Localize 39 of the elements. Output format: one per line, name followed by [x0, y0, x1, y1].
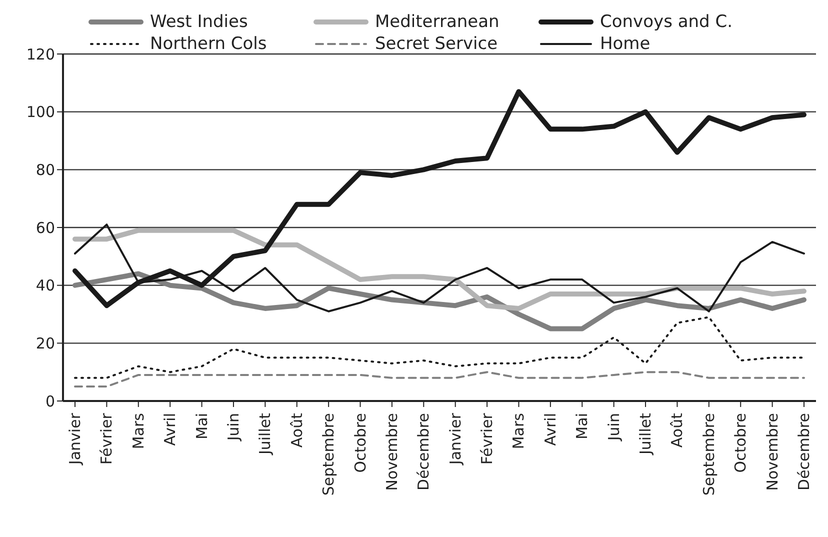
x-tick-label: Janvier	[446, 412, 464, 466]
y-tick-label: 0	[45, 392, 55, 410]
x-tick-label: Novembre	[382, 413, 401, 491]
x-tick-label: Février	[478, 412, 496, 465]
line-series	[74, 371, 805, 388]
x-tick-label: Juin	[224, 413, 242, 442]
x-tick-label: Novembre	[763, 413, 782, 491]
legend-label: Northern Cols	[150, 34, 267, 54]
x-tick-label: Avril	[161, 413, 180, 446]
legend-label: Home	[600, 34, 650, 54]
x-tick-label: Février	[98, 412, 116, 465]
line-series	[74, 316, 805, 379]
x-tick-label: Août	[668, 412, 686, 448]
legend-label: Secret Service	[375, 34, 498, 54]
x-tick-label: Juin	[604, 413, 623, 442]
x-tick-label: Mai	[573, 413, 592, 440]
x-tick-label: Octobre	[732, 413, 750, 473]
x-tick-label: Janvier	[66, 412, 84, 466]
x-tick-label: Mars	[510, 412, 528, 450]
legend-label: West Indies	[150, 12, 248, 32]
x-tick-label: Juillet	[636, 412, 655, 456]
x-tick-label: Mars	[129, 412, 148, 450]
legend-label: Mediterranean	[375, 12, 500, 32]
x-tick-label: Septembre	[700, 413, 718, 496]
y-tick-label: 40	[36, 276, 55, 295]
x-tick-label: Mai	[192, 413, 211, 440]
x-tick-label: Septembre	[320, 413, 338, 496]
x-tick-label: Décembre	[795, 413, 813, 490]
y-tick-label: 100	[26, 103, 55, 122]
x-tick-label: Avril	[541, 413, 560, 446]
y-tick-label: 60	[36, 218, 55, 237]
x-tick-label: Octobre	[351, 413, 370, 473]
x-tick-label: Juillet	[256, 412, 274, 456]
x-tick-label: Décembre	[414, 413, 433, 490]
y-tick-label: 20	[36, 334, 55, 352]
y-tick-label: 80	[36, 160, 55, 179]
x-tick-label: Août	[288, 412, 306, 448]
y-tick-label: 120	[26, 45, 55, 64]
legend-label: Convoys and C.	[600, 12, 732, 32]
